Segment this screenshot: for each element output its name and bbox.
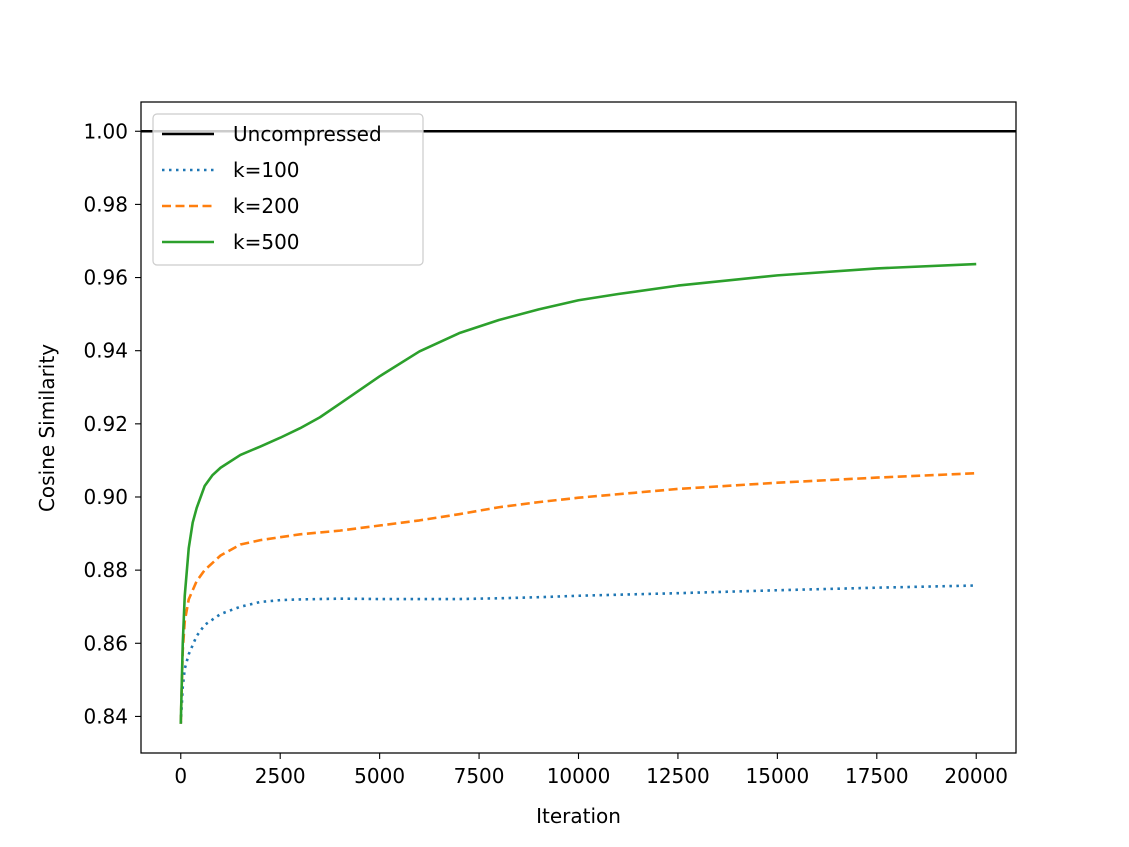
series-k-500-line: [179, 262, 977, 724]
y-tick-label: 1.00: [83, 119, 128, 143]
x-tick-label: 12500: [646, 764, 710, 788]
legend-label-k-100: k=100: [233, 158, 300, 182]
y-tick-label: 0.90: [83, 485, 128, 509]
legend-label-k-200: k=200: [233, 194, 300, 218]
x-axis-label: Iteration: [536, 804, 621, 828]
legend-box: [152, 113, 424, 266]
y-tick-label: 0.96: [83, 266, 128, 290]
x-tick-label: 0: [174, 764, 187, 788]
y-tick-label: 0.92: [83, 412, 128, 436]
y-tick-label: 0.94: [83, 339, 128, 363]
legend: Uncompressed k=100 k=200 k=500: [152, 113, 424, 266]
series-k-100-line: [179, 584, 977, 724]
legend-label-k-500: k=500: [233, 230, 300, 254]
x-tick-label: 5000: [354, 764, 405, 788]
x-axis: 0 2500 5000 7500 10000 12500 15000 17500 20000: [174, 753, 1008, 788]
x-tick-label: 2500: [255, 764, 306, 788]
y-tick-label: 0.84: [83, 704, 128, 728]
y-tick-label: 0.86: [83, 631, 128, 655]
legend-label-uncompressed: Uncompressed: [233, 122, 382, 146]
y-tick-label: 0.98: [83, 192, 128, 216]
x-tick-label: 17500: [845, 764, 909, 788]
x-tick-label: 7500: [454, 764, 505, 788]
x-tick-label: 15000: [746, 764, 810, 788]
y-axis: 0.84 0.86 0.88 0.90 0.92 0.94 0.96 0.98 1.00: [83, 119, 141, 728]
x-tick-label: 10000: [547, 764, 611, 788]
x-tick-label: 20000: [944, 764, 1008, 788]
y-tick-label: 0.88: [83, 558, 128, 582]
y-axis-label: Cosine Similarity: [35, 344, 59, 512]
